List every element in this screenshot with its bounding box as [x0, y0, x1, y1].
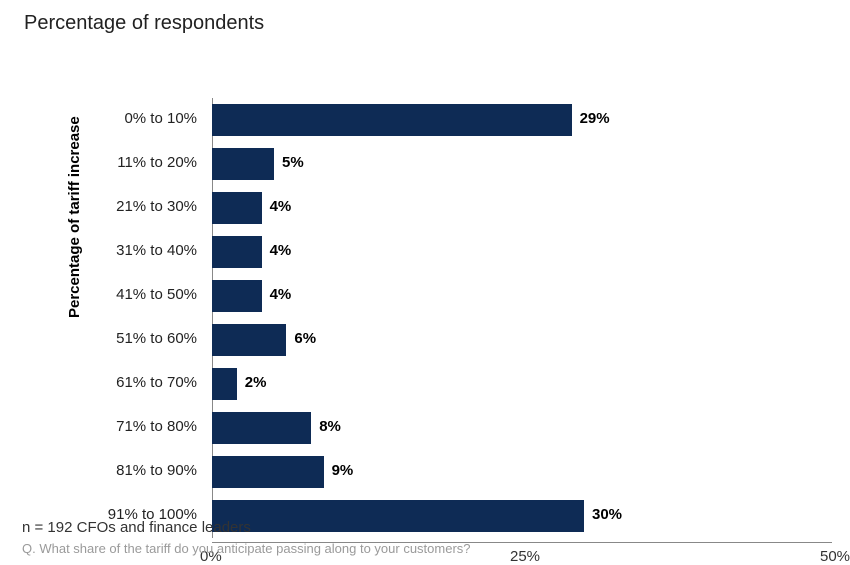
- bar-row: 31% to 40%4%: [212, 230, 832, 274]
- x-tick-label: 50%: [820, 548, 850, 565]
- value-label: 9%: [332, 462, 354, 479]
- bar: [212, 412, 311, 444]
- value-label: 2%: [245, 374, 267, 391]
- bar: [212, 104, 572, 136]
- value-label: 30%: [592, 506, 622, 523]
- value-label: 4%: [270, 286, 292, 303]
- value-label: 4%: [270, 198, 292, 215]
- bar-row: 61% to 70%2%: [212, 362, 832, 406]
- category-label: 31% to 40%: [57, 242, 197, 259]
- category-label: 11% to 20%: [57, 154, 197, 171]
- bar: [212, 236, 262, 268]
- value-label: 4%: [270, 242, 292, 259]
- bar-row: 0% to 10%29%: [212, 98, 832, 142]
- bar-row: 21% to 30%4%: [212, 186, 832, 230]
- bar: [212, 280, 262, 312]
- category-label: 41% to 50%: [57, 286, 197, 303]
- bar-row: 81% to 90%9%: [212, 450, 832, 494]
- survey-question: Q. What share of the tariff do you antic…: [22, 541, 471, 556]
- chart-container: Percentage of respondents Percentage of …: [0, 0, 850, 560]
- value-label: 6%: [294, 330, 316, 347]
- bar: [212, 500, 584, 532]
- chart-area: Percentage of tariff increase 0% to 10%2…: [42, 48, 822, 498]
- category-label: 81% to 90%: [57, 462, 197, 479]
- bar-row: 71% to 80%8%: [212, 406, 832, 450]
- bar: [212, 192, 262, 224]
- bar-row: 91% to 100%30%: [212, 494, 832, 538]
- bar: [212, 148, 274, 180]
- category-label: 71% to 80%: [57, 418, 197, 435]
- value-label: 8%: [319, 418, 341, 435]
- bar: [212, 456, 324, 488]
- bar-row: 51% to 60%6%: [212, 318, 832, 362]
- sample-size-note: n = 192 CFOs and finance leaders: [22, 519, 251, 536]
- plot-area: 0% to 10%29%11% to 20%5%21% to 30%4%31% …: [212, 98, 832, 538]
- category-label: 51% to 60%: [57, 330, 197, 347]
- category-label: 0% to 10%: [57, 110, 197, 127]
- value-label: 5%: [282, 154, 304, 171]
- bar: [212, 324, 286, 356]
- chart-title: Percentage of respondents: [24, 12, 264, 35]
- bar: [212, 368, 237, 400]
- category-label: 61% to 70%: [57, 374, 197, 391]
- x-tick-label: 25%: [510, 548, 540, 565]
- category-label: 21% to 30%: [57, 198, 197, 215]
- bar-row: 41% to 50%4%: [212, 274, 832, 318]
- bar-row: 11% to 20%5%: [212, 142, 832, 186]
- value-label: 29%: [580, 110, 610, 127]
